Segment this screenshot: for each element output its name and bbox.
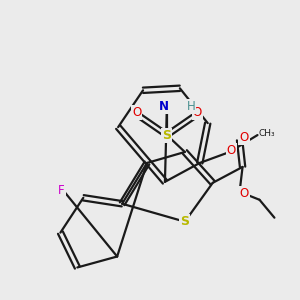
- Text: O: O: [239, 130, 249, 144]
- Text: S: S: [162, 129, 171, 142]
- Text: O: O: [239, 187, 249, 200]
- Text: H: H: [186, 100, 195, 113]
- Text: CH₃: CH₃: [259, 129, 276, 138]
- Text: F: F: [58, 184, 65, 197]
- Text: S: S: [180, 215, 189, 228]
- Text: N: N: [159, 100, 169, 113]
- Text: O: O: [193, 106, 202, 119]
- Text: O: O: [226, 144, 236, 157]
- Text: O: O: [132, 106, 141, 119]
